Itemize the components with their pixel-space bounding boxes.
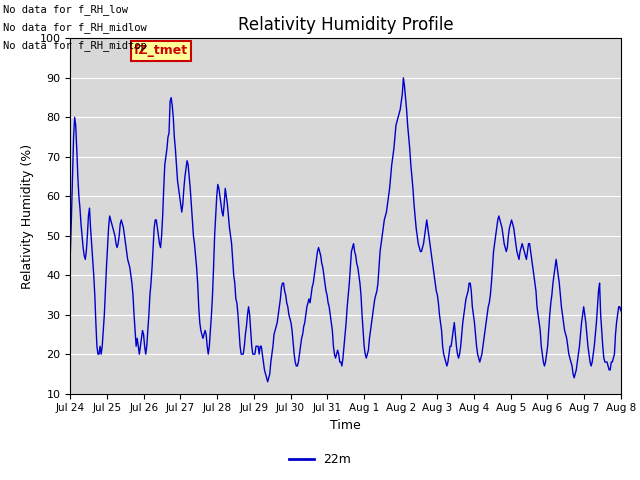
Title: Relativity Humidity Profile: Relativity Humidity Profile <box>238 16 453 34</box>
Text: No data for f_RH_low: No data for f_RH_low <box>3 4 128 15</box>
Text: fZ_tmet: fZ_tmet <box>134 44 188 58</box>
Y-axis label: Relativity Humidity (%): Relativity Humidity (%) <box>21 144 34 288</box>
Legend: 22m: 22m <box>284 448 356 471</box>
Text: No data for f_RH_midtop: No data for f_RH_midtop <box>3 40 147 51</box>
Text: No data for f_RH_midlow: No data for f_RH_midlow <box>3 22 147 33</box>
X-axis label: Time: Time <box>330 419 361 432</box>
